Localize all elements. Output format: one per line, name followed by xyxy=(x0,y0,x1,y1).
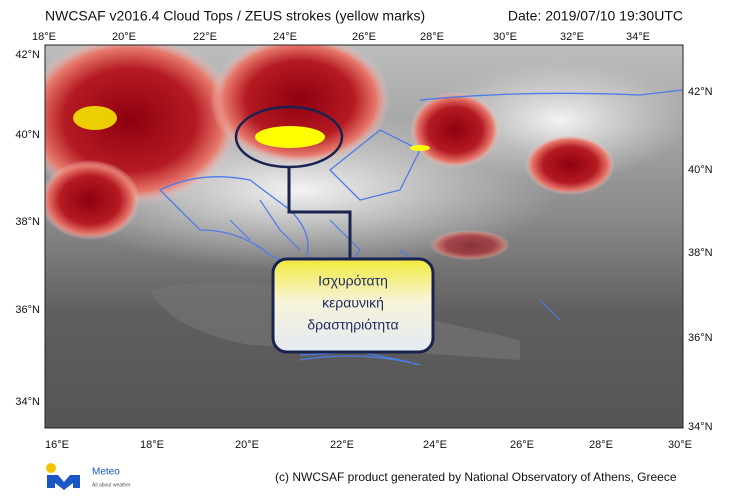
left-tick-label: 42°N xyxy=(15,49,40,61)
logo-mark xyxy=(47,475,80,490)
callout-text: Ισχυρότατη xyxy=(318,273,388,289)
bottom-tick-label: 20°E xyxy=(235,439,259,451)
right-tick-label: 40°N xyxy=(688,164,713,176)
cloud-top xyxy=(210,45,390,165)
satellite-image xyxy=(45,45,683,428)
right-tick-label: 38°N xyxy=(688,247,713,259)
logo: Meteo All about weather xyxy=(46,463,131,490)
cloud-top xyxy=(430,230,510,260)
top-tick-label: 32°E xyxy=(560,31,584,43)
cloud-top xyxy=(410,92,500,168)
logo-tagline: All about weather xyxy=(92,482,131,488)
top-tick-label: 20°E xyxy=(112,31,136,43)
callout-text: κεραυνική xyxy=(322,295,384,311)
top-tick-label: 22°E xyxy=(193,31,217,43)
bottom-tick-label: 18°E xyxy=(140,439,164,451)
top-tick-label: 24°E xyxy=(273,31,297,43)
top-tick-label: 34°E xyxy=(626,31,650,43)
bottom-tick-label: 16°E xyxy=(45,439,69,451)
left-tick-label: 34°N xyxy=(15,396,40,408)
callout-box xyxy=(271,257,435,354)
bottom-tick-label: 24°E xyxy=(423,439,447,451)
cloud-top xyxy=(525,135,615,195)
bottom-tick-label: 26°E xyxy=(510,439,534,451)
left-tick-label: 36°N xyxy=(15,304,40,316)
bottom-tick-label: 30°E xyxy=(668,439,692,451)
logo-name: Meteo xyxy=(92,467,120,478)
right-tick-label: 42°N xyxy=(688,86,713,98)
connector xyxy=(287,167,352,260)
callout-text: δραστηριότητα xyxy=(307,317,398,333)
top-tick-label: 30°E xyxy=(493,31,517,43)
lightning-strokes xyxy=(73,106,430,151)
top-tick-label: 26°E xyxy=(352,31,376,43)
coastline xyxy=(158,89,683,366)
left-tick-label: 38°N xyxy=(15,216,40,228)
title: NWCSAF v2016.4 Cloud Tops / ZEUS strokes… xyxy=(45,8,425,24)
bottom-tick-label: 22°E xyxy=(330,439,354,451)
right-tick-label: 36°N xyxy=(688,332,713,344)
left-tick-label: 40°N xyxy=(15,129,40,141)
top-tick-label: 28°E xyxy=(420,31,444,43)
right-tick-label: 34°N xyxy=(688,421,713,433)
footer-credit: (c) NWCSAF product generated by National… xyxy=(275,470,677,484)
map-frame xyxy=(44,44,684,429)
logo-dot xyxy=(46,463,56,473)
cloud-top xyxy=(45,160,140,240)
date: Date: 2019/07/10 19:30UTC xyxy=(508,8,683,24)
cloud xyxy=(430,60,683,180)
bottom-tick-label: 28°E xyxy=(589,439,613,451)
top-tick-label: 18°E xyxy=(32,31,56,43)
